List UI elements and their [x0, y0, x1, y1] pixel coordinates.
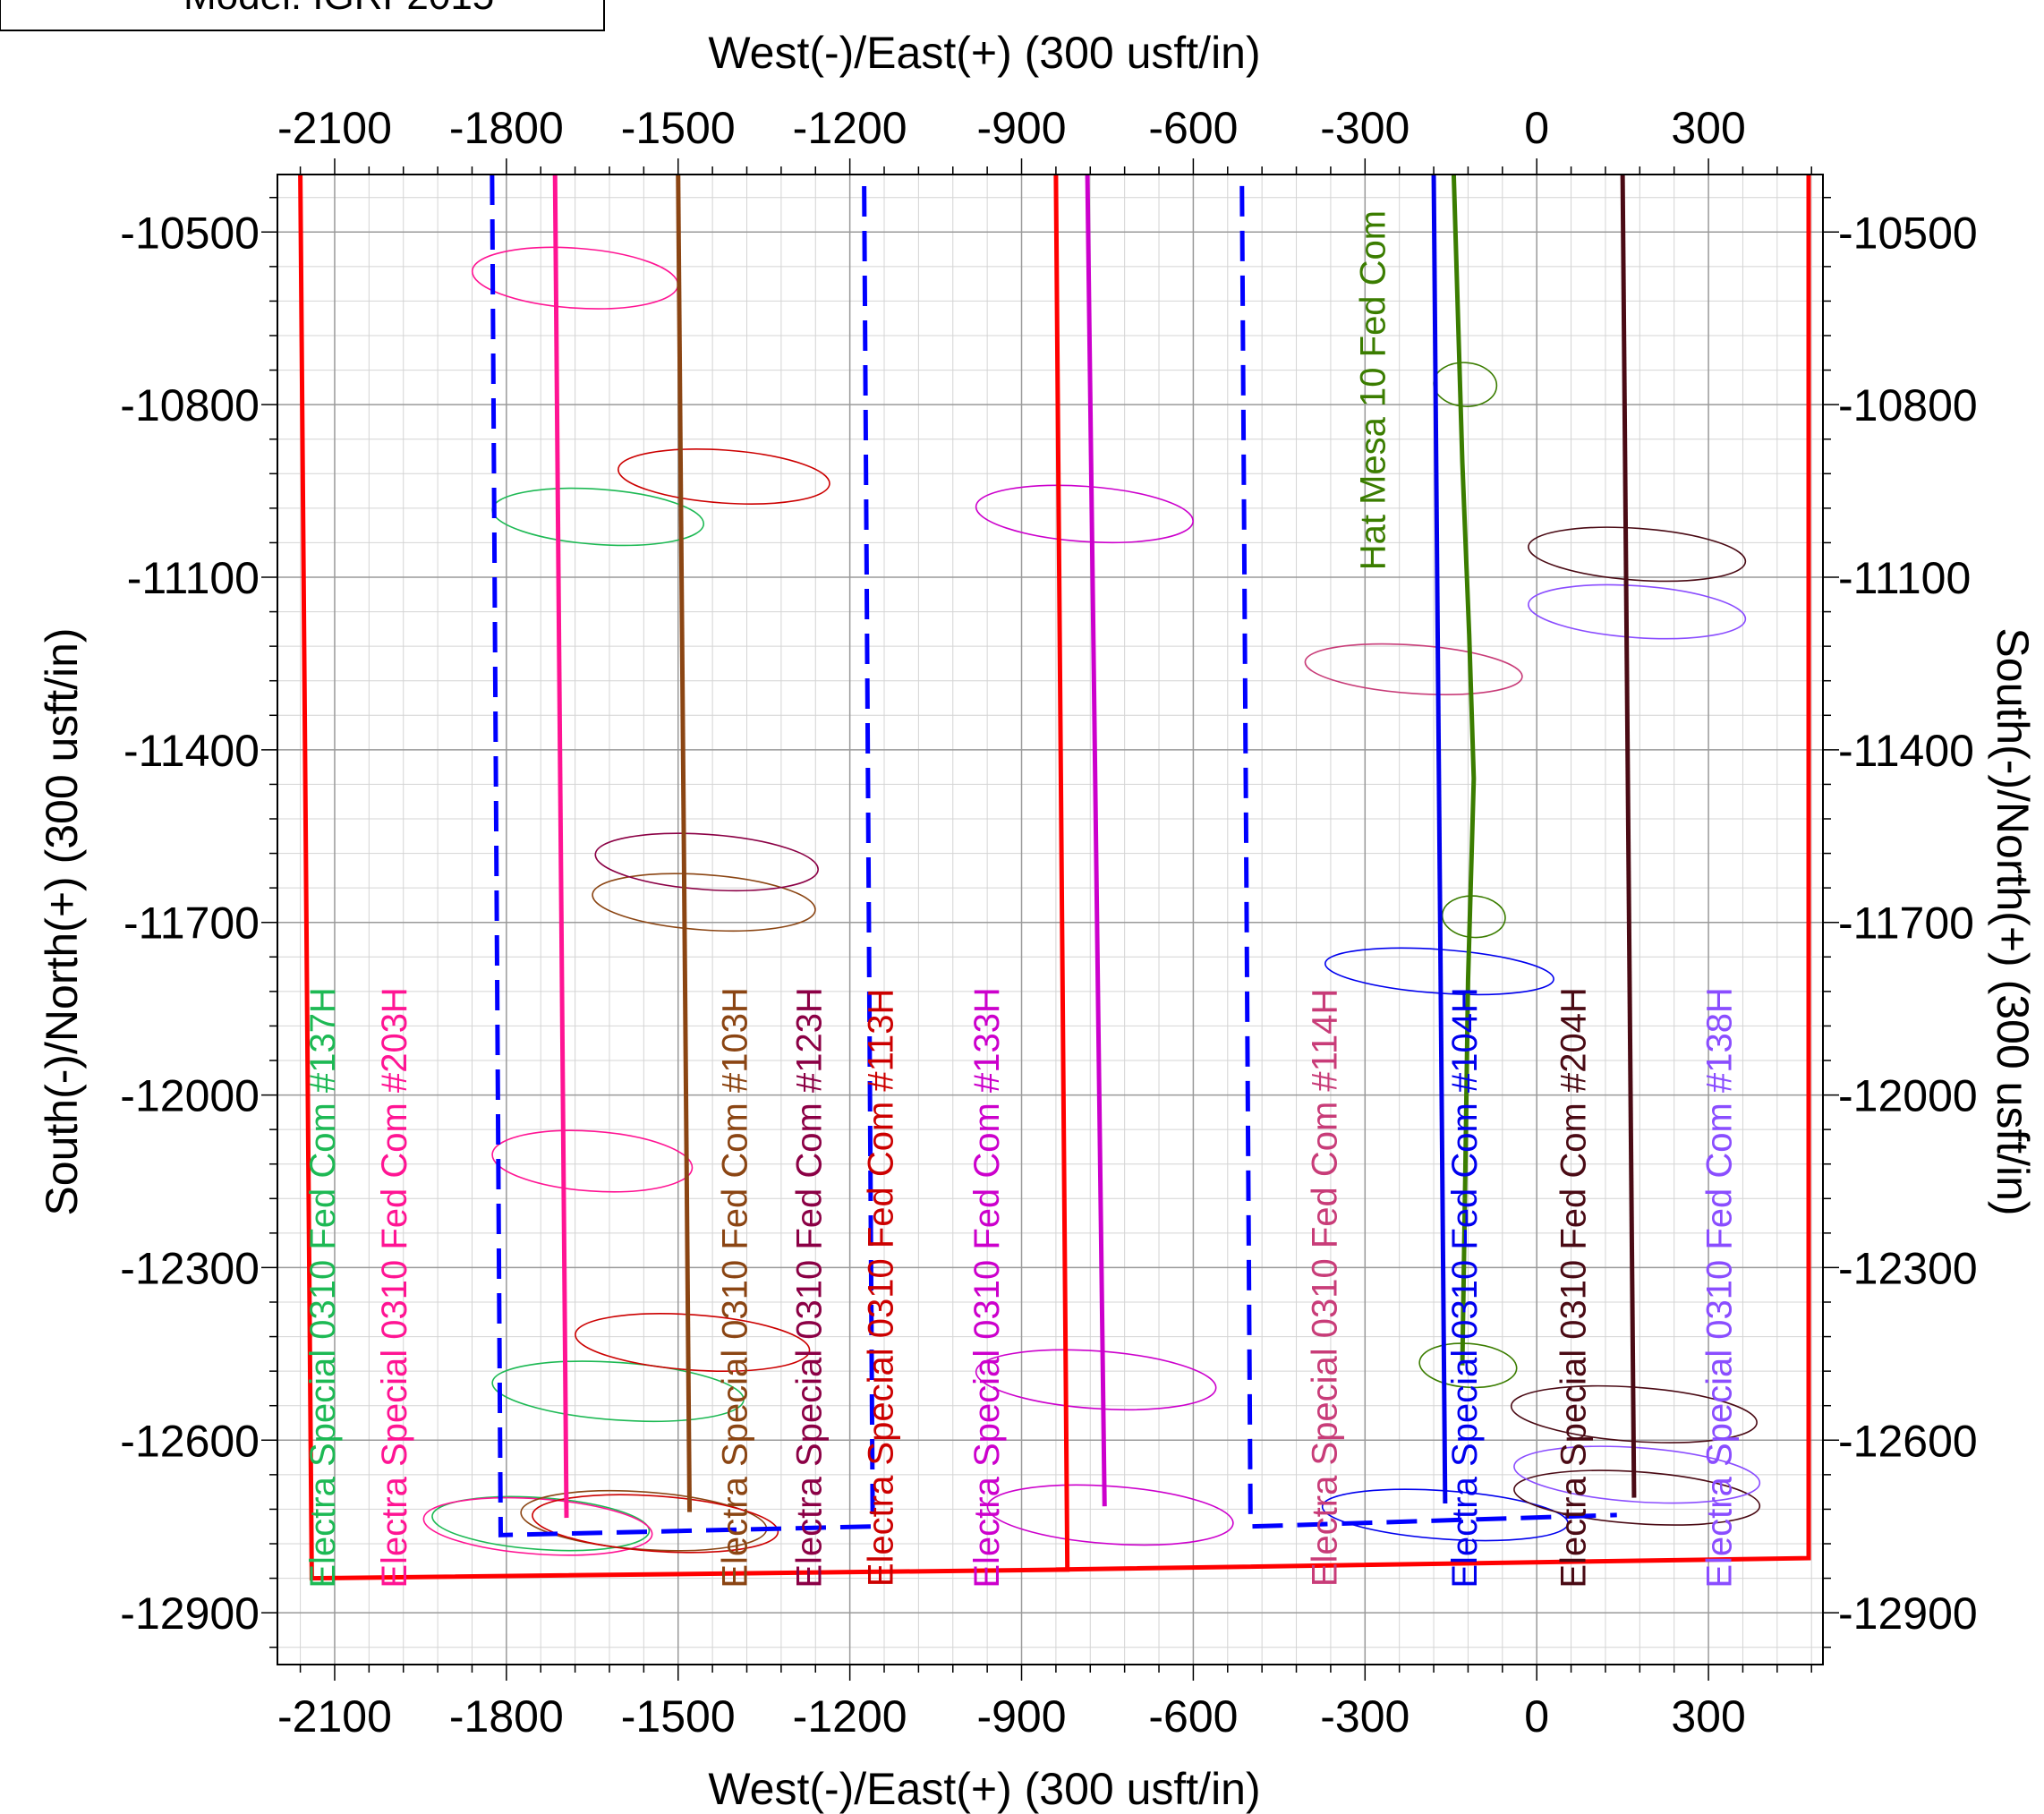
uncertainty-ellipse	[617, 448, 830, 505]
y-tick-label-left: -12900	[120, 1588, 260, 1639]
x-tick-label-top: -2100	[277, 103, 392, 153]
boundary-lines	[298, 174, 1811, 1581]
well-label: Electra Special 0310 Fed Com #103H	[715, 987, 754, 1588]
uncertainty-ellipse	[532, 1494, 779, 1554]
well-label: Electra Special 0310 Fed Com #114H	[1305, 989, 1344, 1588]
header-box: Model: IGRF2015	[0, 0, 605, 31]
x-tick-label-top: 300	[1671, 103, 1745, 153]
uncertainty-ellipses	[422, 246, 1761, 1556]
lease-boundary	[298, 174, 1070, 1581]
well-path	[1431, 174, 1448, 1504]
uncertainty-ellipse	[491, 1129, 694, 1193]
y-tick-label-left: -10500	[120, 208, 260, 258]
uncertainty-ellipse	[594, 832, 819, 892]
well-path	[1085, 174, 1107, 1507]
well-label: Electra Special 0310 Fed Com #138H	[1700, 987, 1740, 1588]
uncertainty-ellipse	[1418, 1342, 1518, 1389]
y-tick-label-left: -11400	[123, 726, 260, 776]
well-path	[552, 174, 569, 1519]
y-tick-label-right: -12300	[1838, 1243, 1978, 1293]
y-tick-label-right: -10800	[1838, 380, 1978, 430]
y-tick-label-right: -12900	[1838, 1588, 1978, 1639]
uncertainty-ellipse	[491, 487, 705, 547]
uncertainty-ellipse	[986, 1484, 1234, 1546]
well-label: Electra Special 0310 Fed Com #104H	[1445, 987, 1485, 1588]
uncertainty-ellipse	[975, 484, 1194, 544]
y-tick-label-right: -11400	[1838, 726, 1974, 776]
uncertainty-ellipse	[1513, 1469, 1761, 1526]
x-tick-label-bottom: 0	[1524, 1691, 1549, 1742]
x-tick-label-top: 0	[1524, 103, 1549, 153]
well-paths	[552, 174, 1637, 1519]
y-tick-label-right: -12000	[1838, 1071, 1978, 1121]
y-axis-title-right: South(-)/North(+) (300 usft/in)	[1988, 627, 2038, 1215]
x-tick-label-bottom: -1800	[449, 1691, 564, 1742]
x-tick-label-bottom: -900	[976, 1691, 1066, 1742]
y-axis-title-left: South(-)/North(+) (300 usft/in)	[37, 627, 87, 1215]
x-tick-label-top: -600	[1148, 103, 1238, 153]
x-tick-label-top: -300	[1320, 103, 1410, 153]
well-path	[1451, 174, 1477, 1366]
axis-ticks	[261, 158, 1839, 1681]
x-tick-label-bottom: -1500	[621, 1691, 736, 1742]
y-tick-label-left: -10800	[120, 380, 260, 430]
well-label: Electra Special 0310 Fed Com #203H	[375, 987, 414, 1588]
plot-frame	[277, 174, 1824, 1665]
y-tick-label-left: -12000	[120, 1071, 260, 1121]
x-tick-label-bottom: -1200	[793, 1691, 907, 1742]
well-path	[676, 174, 693, 1512]
x-tick-label-top: -1800	[449, 103, 564, 153]
x-tick-label-top: -1500	[621, 103, 736, 153]
lease-boundary-east	[1055, 175, 1811, 1572]
uncertainty-ellipse	[1528, 526, 1747, 583]
uncertainty-ellipse	[422, 1496, 653, 1556]
setback-east	[1239, 185, 1617, 1529]
uncertainty-ellipse	[975, 1349, 1217, 1410]
minor-grid	[277, 175, 1823, 1665]
x-axis-title-top: West(-)/East(+) (300 usft/in)	[708, 28, 1260, 78]
y-tick-label-right: -12600	[1838, 1416, 1978, 1466]
y-tick-label-left: -11100	[127, 553, 260, 603]
header-text: Model: IGRF2015	[183, 0, 494, 18]
x-axis-title-bottom: West(-)/East(+) (300 usft/in)	[708, 1764, 1260, 1814]
x-tick-label-bottom: -600	[1148, 1691, 1238, 1742]
well-label: Electra Special 0310 Fed Com #123H	[790, 987, 830, 1588]
well-label: Hat Mesa 10 Fed Com	[1354, 210, 1393, 570]
y-tick-label-right: -10500	[1838, 208, 1978, 258]
uncertainty-ellipse	[1441, 895, 1506, 939]
uncertainty-ellipse	[1528, 583, 1747, 640]
uncertainty-ellipse	[1513, 1445, 1761, 1504]
x-tick-label-bottom: 300	[1671, 1691, 1745, 1742]
x-tick-label-bottom: -2100	[277, 1691, 392, 1742]
uncertainty-ellipse	[1433, 362, 1498, 407]
well-label: Electra Special 0310 Fed Com #204H	[1554, 987, 1594, 1588]
y-tick-label-left: -12300	[120, 1243, 260, 1293]
uncertainty-ellipse	[592, 873, 816, 933]
y-tick-label-left: -11700	[123, 898, 260, 949]
tick-labels: -2100 -2100 -1800 -1800 -1500 -1500 -1200 -1200…	[120, 103, 1977, 1742]
well-path	[1620, 174, 1637, 1498]
well-label: Electra Special 0310 Fed Com #113H	[862, 989, 901, 1588]
major-grid	[277, 175, 1823, 1665]
setback-west	[490, 174, 875, 1537]
uncertainty-ellipse	[1304, 643, 1523, 695]
x-tick-label-top: -1200	[793, 103, 907, 153]
well-labels: Electra Special 0310 Fed Com #137H Electr…	[303, 210, 1740, 1588]
x-tick-label-bottom: -300	[1320, 1691, 1410, 1742]
y-tick-label-right: -11700	[1838, 898, 1974, 949]
y-tick-label-right: -11100	[1838, 553, 1971, 603]
well-label: Electra Special 0310 Fed Com #137H	[303, 987, 343, 1588]
x-tick-label-top: -900	[976, 103, 1066, 153]
y-tick-label-left: -12600	[120, 1416, 260, 1466]
well-label: Electra Special 0310 Fed Com #133H	[967, 987, 1007, 1588]
uncertainty-ellipse	[491, 1360, 745, 1422]
